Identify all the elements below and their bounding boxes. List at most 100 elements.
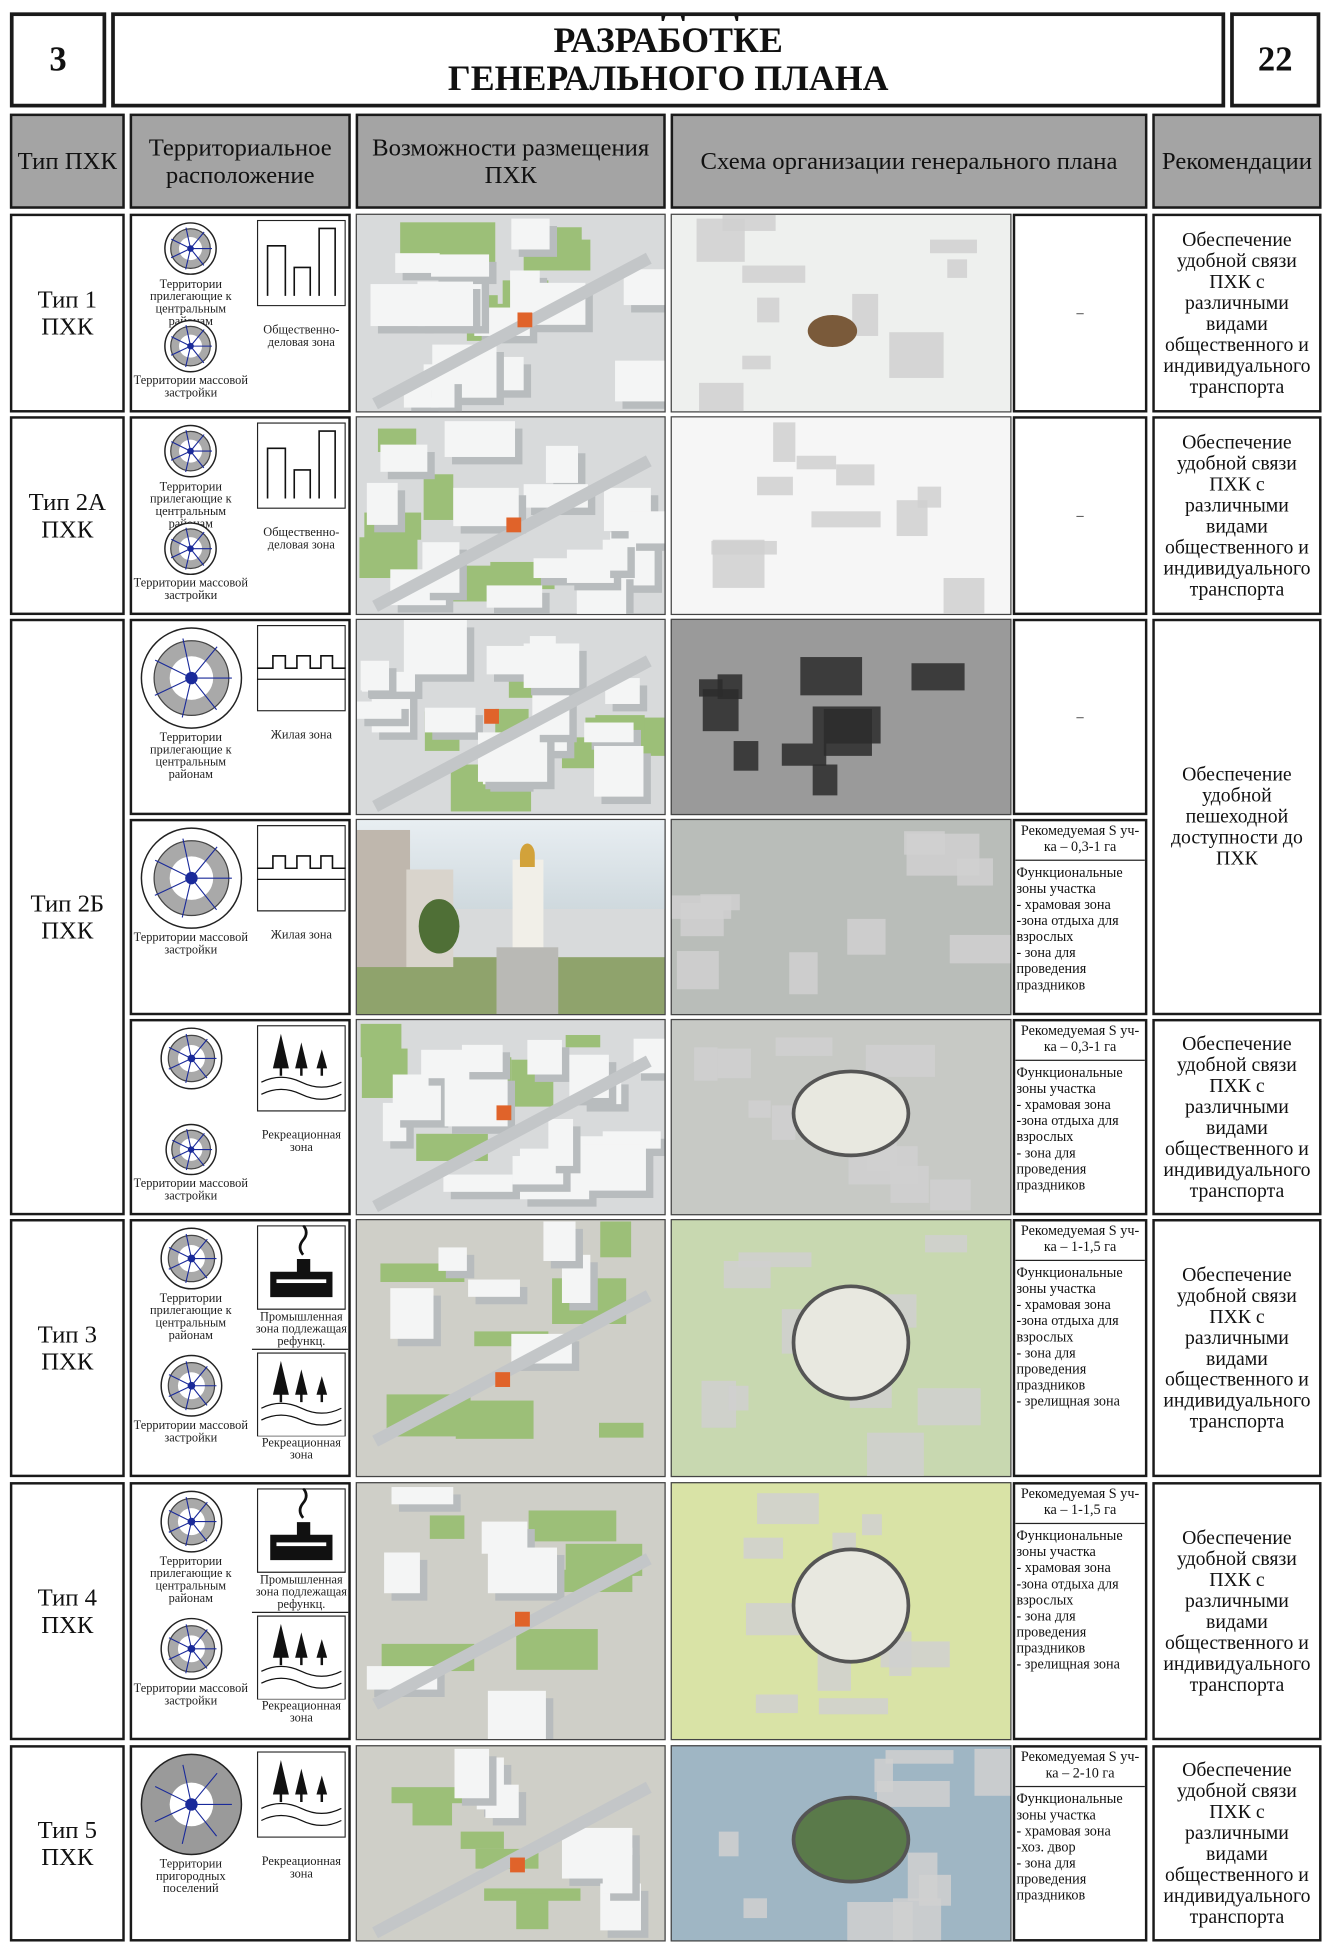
scheme-block <box>885 1749 954 1765</box>
render-image <box>355 416 666 616</box>
location-cell: Территории прилегающие к центральным рай… <box>129 1219 351 1478</box>
building <box>403 620 468 675</box>
scheme-block <box>917 1387 981 1426</box>
function-list: Функциональные зоны участка - храмовая зо… <box>1015 1066 1145 1194</box>
scheme-block <box>693 1047 718 1082</box>
render-image <box>355 818 666 1016</box>
row-type: Тип 1 ПХК <box>9 213 125 413</box>
building <box>370 284 427 326</box>
territory-icon <box>165 1123 217 1175</box>
building <box>511 218 550 250</box>
scheme-block <box>757 297 780 323</box>
zone-pictogram <box>256 825 346 912</box>
scheme-block <box>712 539 765 588</box>
scheme-block <box>908 1852 938 1901</box>
function-item: -зона отдыха для взрослых <box>1016 1314 1119 1345</box>
scheme-image <box>670 1219 1012 1478</box>
zone-pictogram <box>256 1614 346 1700</box>
note-dash: – <box>1076 709 1084 725</box>
scheme-block <box>811 510 881 528</box>
column-header: Схема организации генерального плана <box>670 113 1148 209</box>
scheme-block <box>813 764 838 796</box>
scheme-block <box>847 918 886 955</box>
scheme-block <box>776 1037 833 1057</box>
zone-label: Общественно-деловая зона <box>263 526 340 553</box>
scheme-block <box>930 239 977 254</box>
scheme-block <box>800 657 863 696</box>
scheme-block <box>756 477 793 496</box>
lawn <box>599 1221 632 1258</box>
function-item: - храмовая зона <box>1016 1824 1111 1840</box>
building <box>356 829 410 968</box>
scheme-block <box>867 1432 924 1476</box>
function-item: Функциональные зоны участка <box>1016 865 1123 897</box>
temple-site <box>791 1284 911 1401</box>
function-list: Функциональные зоны участка - храмовая зо… <box>1015 1529 1145 1674</box>
scheme-block <box>755 1694 799 1713</box>
scheme-block <box>888 332 944 378</box>
lawn <box>412 1801 452 1827</box>
scheme-block <box>949 935 1011 964</box>
scheme-note: – <box>1012 213 1148 413</box>
scheme-block <box>865 1044 936 1077</box>
scheme-block <box>957 858 993 885</box>
zone-label: Промышленная зона подлежащая рефункц. <box>255 1572 347 1612</box>
location-cell: Территории прилегающие к центральным рай… <box>129 618 351 816</box>
territory-label: Территории массовой застройки <box>133 1418 248 1445</box>
lawn <box>516 1629 599 1670</box>
scheme-note: Рекомедуемая S уч-ка – 1-1,5 га Функциона… <box>1012 1219 1148 1478</box>
function-list: Функциональные зоны участка - храмовая зо… <box>1015 1266 1145 1411</box>
recommendation: Обеспечение удобной связи ПХК с различны… <box>1152 1482 1322 1741</box>
territory-icon <box>159 1617 222 1680</box>
scheme-block <box>676 951 720 990</box>
scheme-block <box>757 1493 819 1525</box>
building <box>582 1145 647 1191</box>
church-site <box>505 517 521 533</box>
dome <box>519 843 536 868</box>
territory-label: Территории массовой застройки <box>133 931 248 958</box>
building <box>623 269 665 306</box>
lawn <box>423 474 454 520</box>
building <box>561 1255 591 1303</box>
scheme-note: – <box>1012 618 1148 816</box>
recommendation: Обеспечение удобной связи ПХК с различны… <box>1152 1219 1322 1478</box>
function-item: - зрелищная зона <box>1016 1394 1120 1410</box>
building <box>484 1784 519 1818</box>
territory-label: Территории прилегающие к центральным рай… <box>150 1291 232 1343</box>
building <box>431 376 454 408</box>
church-site <box>510 1857 526 1872</box>
recommendation: Обеспечение удобной пешеходной доступнос… <box>1152 618 1322 1016</box>
territory-label: Территории массовой застройки <box>133 1681 248 1708</box>
building <box>356 701 402 719</box>
function-item: - зона для проведения праздников <box>1016 946 1087 993</box>
recommended-area: Рекомедуемая S уч-ка – 0,3-1 га <box>1015 1024 1145 1061</box>
scheme-block <box>818 1698 888 1715</box>
scheme-block <box>728 1385 749 1411</box>
function-item: -хоз. двор <box>1016 1840 1076 1856</box>
building <box>430 254 490 278</box>
scheme-block <box>918 487 942 508</box>
scheme-note: – <box>1012 416 1148 616</box>
zone-pictogram <box>256 1351 346 1437</box>
territory-label: Территории прилегающие к центральным рай… <box>150 731 232 782</box>
zone-pictogram <box>256 1025 346 1112</box>
territory-icon <box>159 1354 222 1417</box>
scheme-note: Рекомедуемая S уч-ка – 1-1,5 га Функциона… <box>1012 1482 1148 1741</box>
lawn <box>565 1034 601 1048</box>
function-item: -зона отдыха для взрослых <box>1016 1577 1119 1609</box>
building <box>584 722 634 742</box>
scheme-image <box>670 1018 1012 1216</box>
scheme-block <box>699 382 744 412</box>
territory-icon <box>159 1490 222 1553</box>
zone-pictogram <box>256 219 346 307</box>
recommendation: Обеспечение удобной связи ПХК с различны… <box>1152 416 1322 616</box>
zone-label: Рекреационная зона <box>261 1128 341 1155</box>
location-cell: Территории пригородных поселений Рекреаци… <box>129 1745 351 1942</box>
territory-icon <box>159 1227 222 1290</box>
render-image <box>355 213 666 413</box>
territory-label: Территории прилегающие к центральным рай… <box>150 1554 232 1606</box>
function-list: Функциональные зоны участка - храмовая зо… <box>1015 866 1145 994</box>
path <box>496 947 559 1014</box>
scheme-block <box>723 1261 771 1289</box>
scheme-block <box>911 662 965 691</box>
